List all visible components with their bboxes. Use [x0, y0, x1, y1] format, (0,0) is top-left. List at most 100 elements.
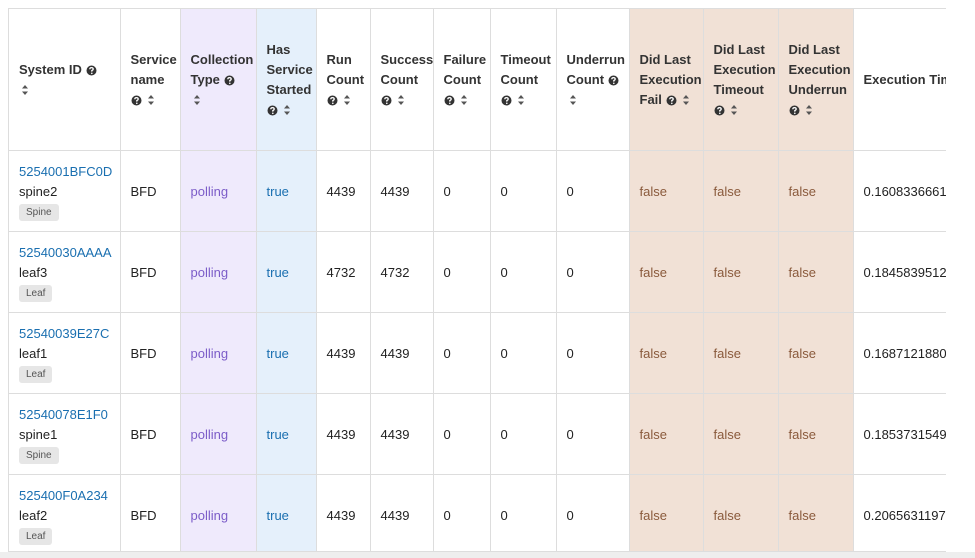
help-icon[interactable]	[224, 75, 235, 86]
system-cell: 525400F0A234 leaf2 Leaf	[9, 474, 121, 551]
sort-icon[interactable]	[145, 93, 157, 107]
cell-execution-time: 0.18458395125	[853, 231, 946, 313]
cell-last-timeout: false	[703, 150, 779, 232]
cell-collection-type: polling	[180, 474, 257, 551]
cell-failure-count: 0	[433, 312, 491, 394]
table-row: 52540030AAAA leaf3 Leaf BFD polling true 4732 4…	[9, 231, 946, 313]
system-cell: 52540078E1F0 spine1 Spine	[9, 393, 121, 475]
cell-success-count: 4439	[370, 312, 434, 394]
cell-last-fail: false	[629, 474, 704, 551]
cell-run-count: 4439	[316, 393, 371, 475]
services-table: System ID Service name Collection Type H…	[9, 9, 946, 551]
column-header: Service name	[120, 9, 181, 151]
role-badge: Spine	[19, 203, 59, 221]
column-header: Underrun Count	[556, 9, 630, 151]
column-label: Service name	[130, 51, 177, 87]
column-header: Collection Type	[180, 9, 257, 151]
sort-icon[interactable]	[341, 93, 353, 107]
role-badge: Spine	[19, 446, 59, 464]
help-icon[interactable]	[131, 95, 142, 106]
sort-icon[interactable]	[191, 93, 203, 107]
system-id-link[interactable]: 52540030AAAA	[19, 244, 112, 260]
help-icon[interactable]	[789, 105, 800, 116]
role-badge: Leaf	[19, 365, 53, 383]
sort-icon[interactable]	[680, 93, 692, 107]
cell-timeout-count: 0	[490, 474, 557, 551]
help-icon[interactable]	[501, 95, 512, 106]
hostname: leaf1	[19, 345, 48, 361]
sort-icon[interactable]	[803, 103, 815, 117]
help-icon[interactable]	[608, 75, 619, 86]
cell-started: true	[256, 393, 317, 475]
column-label: Has Service Started	[266, 41, 313, 97]
cell-started: true	[256, 231, 317, 313]
help-icon[interactable]	[714, 105, 725, 116]
table-row: 525400F0A234 leaf2 Leaf BFD polling true 4439 4…	[9, 474, 946, 551]
sort-icon[interactable]	[567, 93, 579, 107]
cell-failure-count: 0	[433, 150, 491, 232]
cell-service: BFD	[120, 393, 181, 475]
system-id-link[interactable]: 52540039E27C	[19, 325, 110, 341]
cell-timeout-count: 0	[490, 312, 557, 394]
cell-last-underrun: false	[778, 393, 854, 475]
cell-started: true	[256, 312, 317, 394]
help-icon[interactable]	[267, 105, 278, 116]
cell-underrun-count: 0	[556, 312, 630, 394]
cell-service: BFD	[120, 231, 181, 313]
help-icon[interactable]	[327, 95, 338, 106]
hostname: spine2	[19, 183, 58, 199]
cell-run-count: 4439	[316, 474, 371, 551]
cell-last-fail: false	[629, 150, 704, 232]
column-label: System ID	[19, 61, 82, 77]
column-label: Failure Count	[443, 51, 487, 87]
system-id-link[interactable]: 5254001BFC0D	[19, 163, 113, 179]
cell-last-timeout: false	[703, 312, 779, 394]
system-cell: 5254001BFC0D spine2 Spine	[9, 150, 121, 232]
scrollbar[interactable]	[0, 552, 975, 558]
column-header: Success Count	[370, 9, 434, 151]
cell-execution-time: 0.18537315493	[853, 393, 946, 475]
cell-run-count: 4439	[316, 312, 371, 394]
column-label: Did Last Execution Timeout	[713, 41, 776, 97]
column-header: Did Last Execution Timeout	[703, 9, 779, 151]
cell-timeout-count: 0	[490, 231, 557, 313]
column-label: Collection Type	[190, 51, 254, 87]
table-row: 52540039E27C leaf1 Leaf BFD polling true 4439 4…	[9, 312, 946, 394]
sort-icon[interactable]	[728, 103, 740, 117]
system-id-link[interactable]: 52540078E1F0	[19, 406, 108, 422]
cell-collection-type: polling	[180, 231, 257, 313]
sort-icon[interactable]	[281, 103, 293, 117]
cell-success-count: 4439	[370, 150, 434, 232]
cell-timeout-count: 0	[490, 393, 557, 475]
cell-execution-time: 0.16083366610	[853, 150, 946, 232]
help-icon[interactable]	[381, 95, 392, 106]
column-header: Run Count	[316, 9, 371, 151]
cell-timeout-count: 0	[490, 150, 557, 232]
column-header: Timeout Count	[490, 9, 557, 151]
cell-success-count: 4439	[370, 393, 434, 475]
sort-icon[interactable]	[19, 83, 31, 97]
system-id-link[interactable]: 525400F0A234	[19, 487, 108, 503]
cell-last-underrun: false	[778, 474, 854, 551]
cell-collection-type: polling	[180, 393, 257, 475]
help-icon[interactable]	[666, 95, 677, 106]
cell-last-fail: false	[629, 312, 704, 394]
help-icon[interactable]	[444, 95, 455, 106]
column-header: Failure Count	[433, 9, 491, 151]
sort-icon[interactable]	[395, 93, 407, 107]
sort-icon[interactable]	[458, 93, 470, 107]
help-icon[interactable]	[86, 65, 97, 76]
cell-last-underrun: false	[778, 150, 854, 232]
cell-execution-time: 0.16871218802	[853, 312, 946, 394]
hostname: leaf2	[19, 507, 48, 523]
cell-underrun-count: 0	[556, 393, 630, 475]
sort-icon[interactable]	[515, 93, 527, 107]
column-header: Did Last Execution Fail	[629, 9, 704, 151]
cell-last-underrun: false	[778, 312, 854, 394]
table-row: 52540078E1F0 spine1 Spine BFD polling true 443…	[9, 393, 946, 475]
column-label: Underrun Count	[566, 51, 626, 87]
cell-last-fail: false	[629, 231, 704, 313]
header-row: System ID Service name Collection Type H…	[9, 9, 946, 151]
cell-service: BFD	[120, 312, 181, 394]
